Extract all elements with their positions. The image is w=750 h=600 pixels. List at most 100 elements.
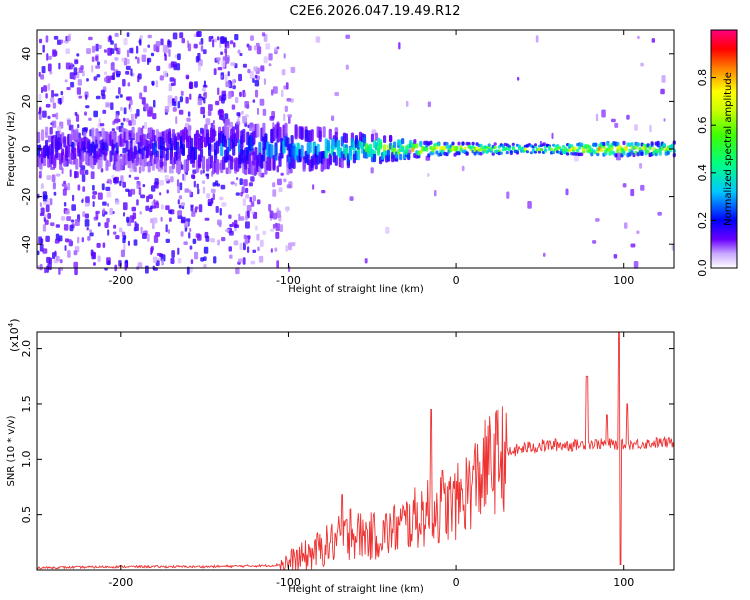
- spectrogram-noise-cell: [235, 97, 239, 104]
- spectrogram-noise-cell: [272, 122, 275, 129]
- spectrogram-noise-cell: [637, 35, 640, 40]
- spectrogram-noise-cell: [225, 228, 230, 232]
- spectrogram-noise-cell: [270, 228, 275, 232]
- spectrogram-noise-cell: [183, 241, 188, 245]
- spectrogram-noise-cell: [77, 236, 80, 244]
- spectrogram-noise-cell: [123, 117, 126, 122]
- spectrogram-noise-cell: [543, 252, 546, 257]
- spectrogram-band-cell: [208, 143, 212, 157]
- spectrogram-noise-cell: [48, 55, 52, 60]
- spectrogram-y-tick-label: -20: [20, 188, 33, 206]
- spectrogram-noise-cell: [208, 201, 212, 206]
- spectrogram-noise-cell: [161, 204, 164, 210]
- spectrogram-noise-cell: [624, 222, 628, 229]
- spectrogram-noise-cell: [243, 179, 248, 187]
- spectrogram-noise-cell: [243, 92, 247, 98]
- spectrogram-noise-cell: [160, 216, 163, 222]
- spectrogram-noise-cell: [185, 74, 190, 80]
- spectrogram-noise-cell: [196, 183, 199, 189]
- spectrogram-noise-cell: [204, 217, 210, 221]
- spectrogram-noise-cell: [315, 36, 321, 43]
- colorbar-tick-label: 0.2: [696, 212, 709, 230]
- spectrogram-noise-cell: [165, 224, 168, 233]
- spectrogram-noise-cell: [220, 36, 225, 44]
- spectrogram-band-cell: [383, 135, 387, 143]
- spectrogram-band-cell: [344, 133, 348, 144]
- spectrogram-noise-cell: [59, 97, 62, 105]
- spectrogram-noise-cell: [213, 256, 217, 264]
- spectrogram-noise-cell: [252, 249, 257, 253]
- spectrogram-noise-cell: [84, 202, 90, 207]
- spectrogram-noise-cell: [126, 58, 130, 65]
- spectrogram-band-cell: [274, 146, 278, 161]
- spectrogram-y-tick-label: 0: [20, 146, 33, 153]
- spectrogram-noise-cell: [76, 53, 80, 57]
- spectrogram-noise-cell: [228, 230, 234, 236]
- spectrogram-noise-cell: [125, 65, 131, 70]
- spectrogram-noise-cell: [42, 248, 48, 254]
- spectrogram-noise-cell: [212, 193, 215, 201]
- spectrogram-noise-cell: [104, 222, 109, 228]
- spectrogram-noise-cell: [285, 245, 288, 252]
- colorbar-tick-label: 0.6: [696, 116, 709, 134]
- spectrogram-band-cell: [499, 151, 503, 155]
- spectrogram-noise-cell: [95, 43, 99, 52]
- spectrogram-noise-cell: [46, 198, 51, 206]
- spectrogram-noise-cell: [252, 195, 256, 202]
- spectrogram-noise-cell: [41, 66, 46, 74]
- spectrogram-noise-cell: [180, 231, 184, 237]
- spectrogram-noise-cell: [164, 175, 169, 182]
- spectrogram-noise-cell: [120, 106, 123, 112]
- spectrogram-noise-cell: [254, 79, 260, 87]
- spectrogram-noise-cell: [258, 255, 264, 263]
- spectrogram-noise-cell: [66, 216, 72, 221]
- spectrogram-band-cell: [624, 145, 628, 151]
- spectrogram-band-cell: [467, 142, 471, 146]
- spectrogram-noise-cell: [154, 178, 159, 185]
- spectrogram-noise-cell: [74, 60, 79, 65]
- spectrogram-noise-cell: [158, 180, 164, 186]
- spectrogram-band-cell: [497, 149, 501, 153]
- spectrogram-noise-cell: [71, 204, 76, 211]
- spectrogram-noise-cell: [141, 97, 146, 105]
- spectrogram-noise-cell: [100, 168, 104, 173]
- spectrogram-noise-cell: [147, 58, 150, 66]
- spectrogram-noise-cell: [197, 188, 200, 195]
- spectrogram-noise-cell: [253, 66, 259, 72]
- spectrogram-noise-cell: [167, 95, 173, 104]
- spectrogram-noise-cell: [93, 76, 98, 81]
- spectrogram-noise-cell: [250, 35, 254, 41]
- spectrogram-band-cell: [294, 126, 298, 140]
- spectrogram-noise-cell: [187, 111, 191, 117]
- spectrogram-noise-cell: [434, 190, 437, 197]
- spectrogram-noise-cell: [95, 95, 101, 100]
- spectrogram-noise-cell: [179, 96, 183, 103]
- spectrogram-noise-cell: [97, 192, 103, 200]
- spectrogram-band-cell: [419, 142, 423, 147]
- spectrogram-noise-cell: [70, 219, 75, 223]
- spectrogram-noise-cell: [194, 251, 199, 260]
- colorbar: 0.0 0.2 0.4 0.6 0.8 Normalized spectral ampl…: [696, 29, 738, 277]
- spectrogram-noise-cell: [230, 181, 235, 185]
- spectrogram-noise-cell: [165, 205, 170, 211]
- spectrogram-noise-cell: [52, 102, 57, 109]
- spectrogram-band-cell: [163, 160, 167, 173]
- spectrogram-noise-cell: [151, 185, 156, 192]
- spectrogram-noise-cell: [129, 47, 134, 54]
- spectrogram-noise-cell: [127, 240, 130, 246]
- spectrogram-band-cell: [99, 156, 103, 168]
- spectrogram-noise-cell: [52, 182, 56, 190]
- spectrogram-noise-cell: [107, 260, 111, 266]
- spectrogram-noise-cell: [275, 231, 280, 239]
- spectrogram-noise-cell: [177, 210, 182, 216]
- spectrogram-noise-cell: [263, 56, 268, 64]
- spectrogram-noise-cell: [80, 65, 84, 70]
- spectrogram-noise-cell: [202, 87, 206, 92]
- spectrogram-noise-cell: [279, 224, 283, 233]
- spectrogram-noise-cell: [45, 35, 49, 43]
- spectrogram-noise-cell: [134, 113, 138, 119]
- spectrogram-noise-cell: [229, 254, 233, 259]
- spectrogram-band-cell: [187, 125, 192, 138]
- spectrogram-noise-cell: [119, 227, 123, 233]
- spectrogram-y-tick-label: 20: [20, 94, 33, 108]
